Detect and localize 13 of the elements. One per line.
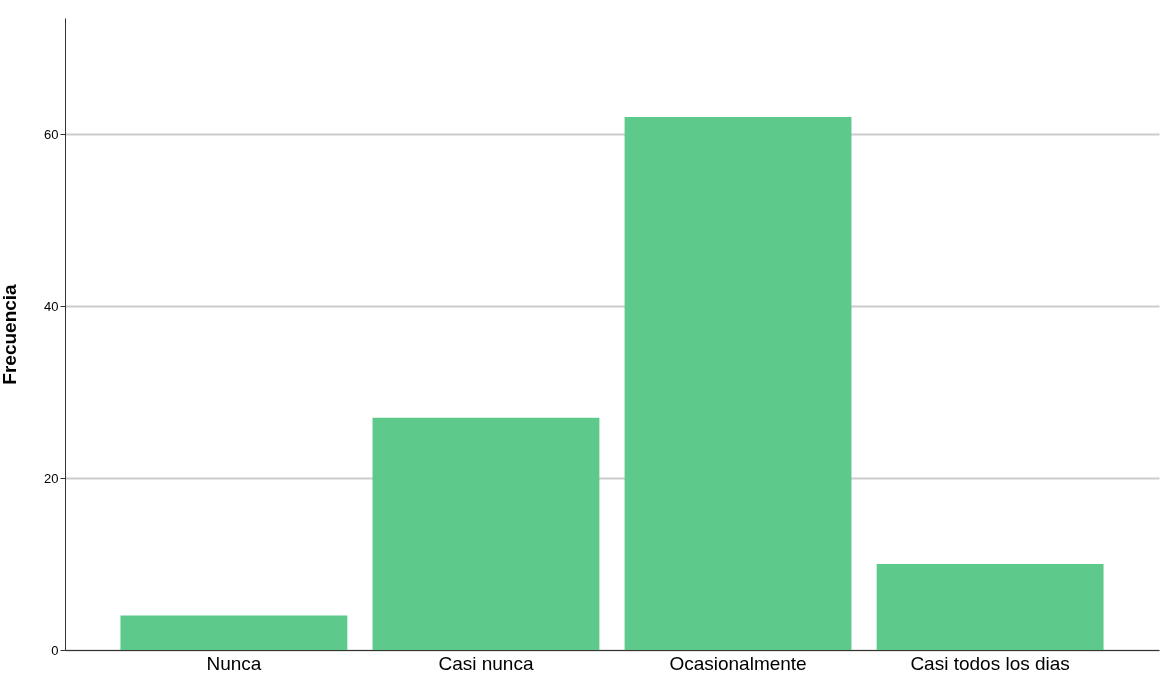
bar [624, 116, 852, 650]
x-tick-label: Casi todos los dias [910, 652, 1070, 674]
y-tick-label: 20 [44, 470, 59, 486]
bar [372, 417, 600, 650]
y-tick-label: 60 [44, 126, 59, 142]
y-tick-label: 40 [44, 298, 59, 314]
x-tick-label: Nunca [206, 652, 262, 674]
x-tick-label: Casi nunca [438, 652, 534, 674]
y-axis-title: Frecuencia [0, 283, 21, 385]
x-tick-label: Ocasionalmente [669, 652, 807, 674]
bar [120, 615, 348, 650]
y-tick-label: 0 [51, 642, 59, 658]
bar [876, 564, 1104, 650]
